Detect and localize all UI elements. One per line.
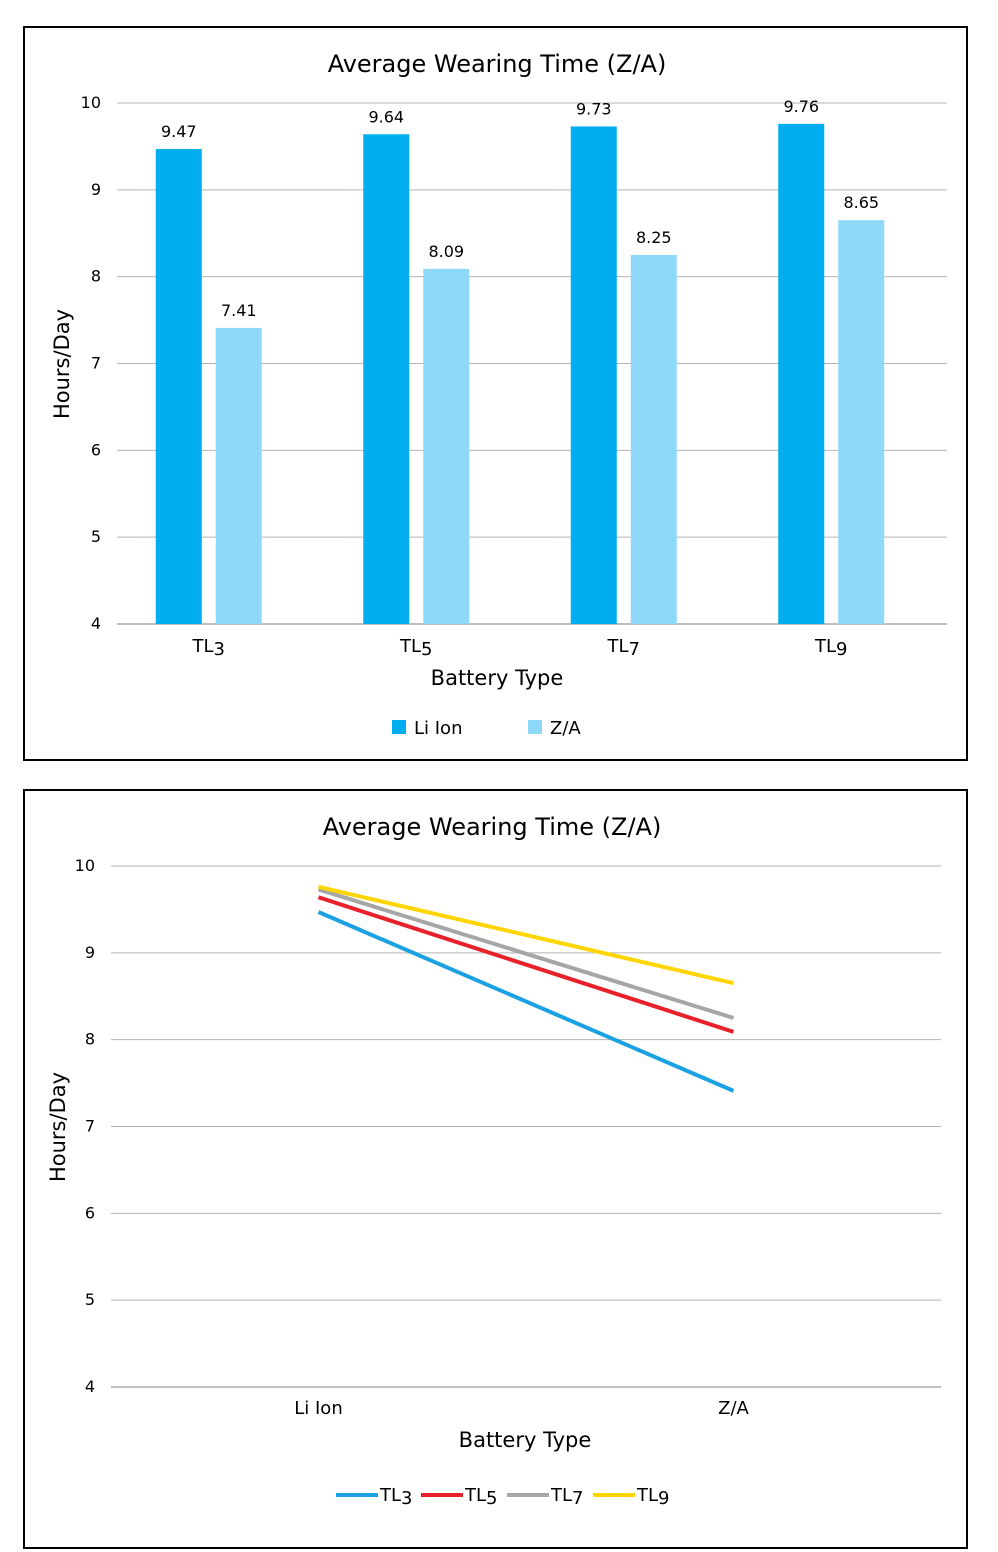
data-label: 8.25 [636,228,672,247]
bar [423,268,470,624]
bar [363,134,410,624]
y-axis-title: Hours/Day [50,309,74,419]
x-tick-label: Z/A [718,1398,749,1419]
series-line [317,910,735,1093]
line-chart-panel: Average Wearing Time (Z/A) Battery Type … [23,789,968,1549]
y-tick-label: 6 [91,440,101,459]
data-label: 7.41 [221,301,257,320]
bar [838,220,885,624]
data-label: 8.09 [428,242,464,261]
legend-label: TL7 [550,1485,583,1509]
x-axis-title: Battery Type [431,666,564,690]
y-tick-label: 10 [81,93,101,112]
data-label: 9.64 [368,107,404,126]
y-tick-label: 5 [91,527,101,546]
data-label: 9.76 [783,97,819,116]
y-tick-label: 4 [85,1377,95,1396]
y-tick-label: 9 [91,180,101,199]
series-line [317,887,735,1020]
legend-label: TL5 [464,1485,497,1509]
chart-title: Average Wearing Time (Z/A) [323,813,662,841]
data-label: 9.73 [576,99,612,118]
x-axis-title: Battery Type [459,1428,592,1452]
legend-label: Li Ion [414,718,462,739]
y-tick-label: 7 [85,1117,95,1136]
y-tick-label: 10 [75,856,95,875]
x-tick-label: TL3 [192,636,225,660]
line-chart: Average Wearing Time (Z/A) Battery Type … [46,813,941,1509]
bar-chart: Average Wearing Time (Z/A) Battery Type … [50,50,947,739]
bar [630,254,677,625]
bar [155,149,202,624]
y-axis-title: Hours/Day [46,1072,70,1182]
x-tick-label: TL7 [607,636,640,660]
bar [778,123,825,624]
legend-label: Z/A [550,718,581,739]
y-tick-label: 4 [91,614,101,633]
legend-swatch [528,720,542,734]
x-tick-label: TL9 [814,636,847,660]
chart-title: Average Wearing Time (Z/A) [328,50,667,78]
y-tick-label: 8 [85,1030,95,1049]
series-line [318,884,734,986]
bar-chart-panel: Average Wearing Time (Z/A) Battery Type … [23,26,968,761]
legend-swatch [392,720,406,734]
y-tick-label: 5 [85,1290,95,1309]
y-tick-label: 9 [85,943,95,962]
data-label: 9.47 [161,122,197,141]
data-label: 8.65 [843,193,879,212]
bar [215,327,262,624]
bar [570,126,617,624]
y-tick-label: 6 [85,1203,95,1222]
legend-label: TL3 [379,1485,412,1509]
x-tick-label: TL5 [399,636,432,660]
legend-label: TL9 [636,1485,669,1509]
x-tick-label: Li Ion [294,1398,342,1419]
y-tick-label: 7 [91,354,101,373]
y-tick-label: 8 [91,267,101,286]
series-line [317,895,735,1034]
